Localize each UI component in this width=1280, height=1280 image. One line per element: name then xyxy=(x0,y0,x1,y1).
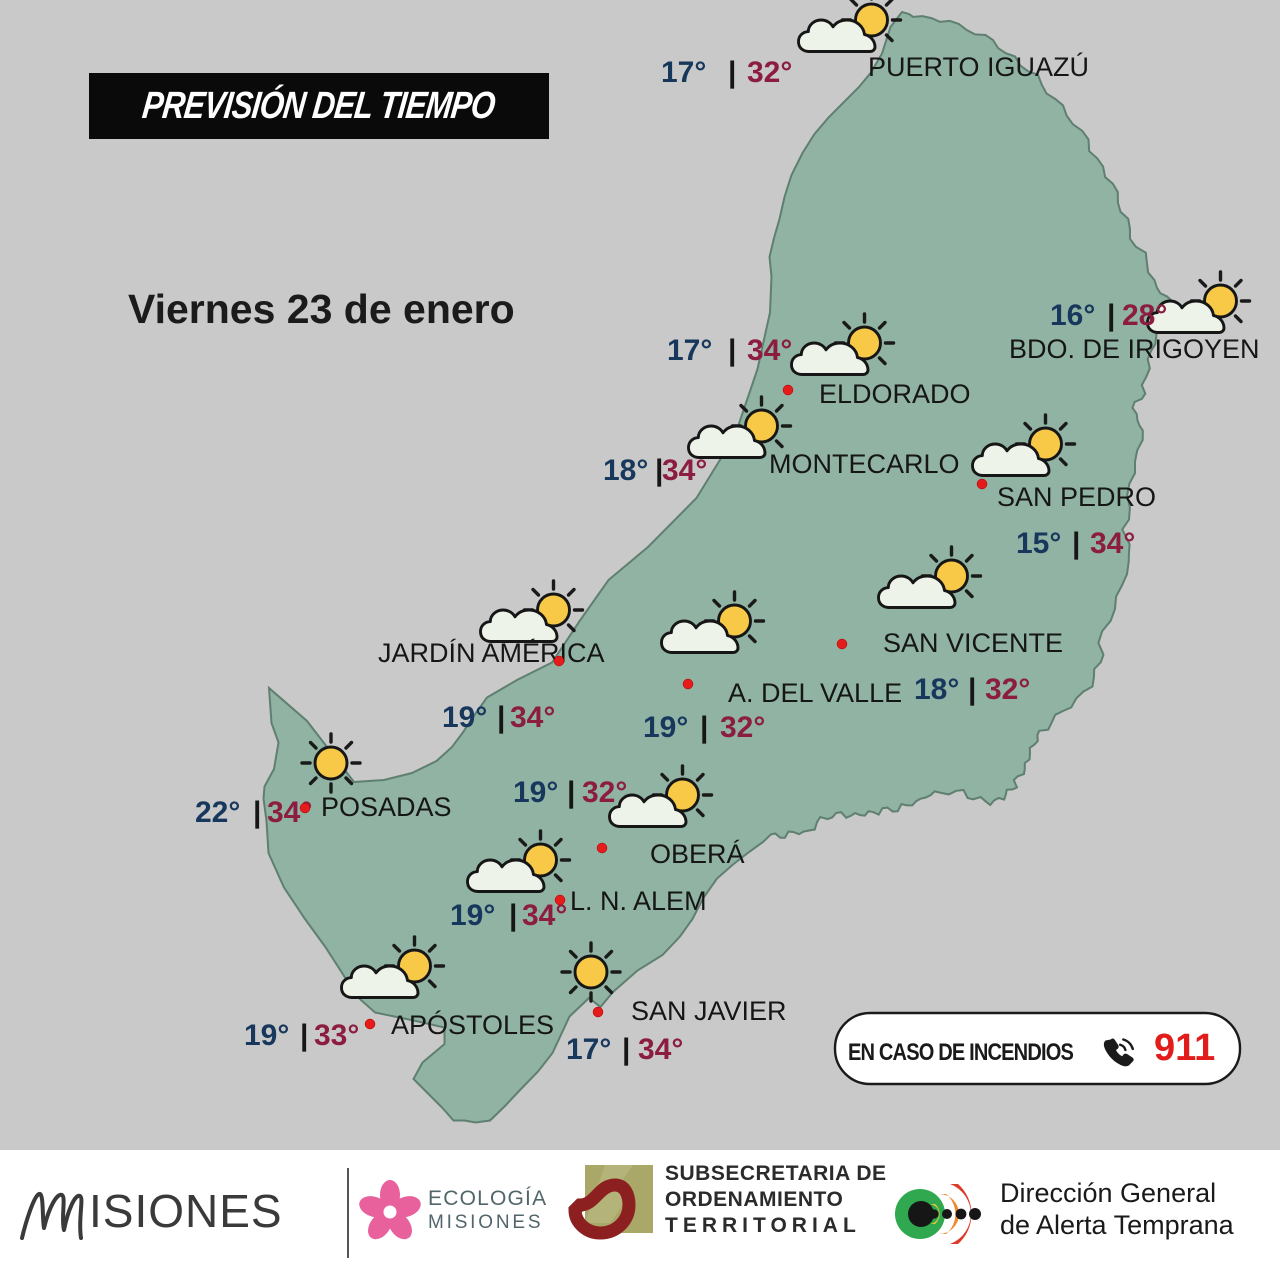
svg-text:ORDENAMIENTO: ORDENAMIENTO xyxy=(665,1188,843,1211)
svg-text:EN CASO DE INCENDIOS: EN CASO DE INCENDIOS xyxy=(848,1039,1074,1066)
svg-text:ECOLOGÍA: ECOLOGÍA xyxy=(428,1187,547,1210)
svg-text:Dirección General: Dirección General xyxy=(1000,1178,1216,1208)
svg-text:ISIONES: ISIONES xyxy=(89,1185,283,1237)
svg-text:MISIONES: MISIONES xyxy=(428,1212,543,1233)
svg-text:TERRITORIAL: TERRITORIAL xyxy=(665,1214,861,1237)
svg-text:911: 911 xyxy=(1154,1027,1215,1069)
svg-text:SUBSECRETARIA DE: SUBSECRETARIA DE xyxy=(665,1162,887,1185)
svg-text:de Alerta Temprana: de Alerta Temprana xyxy=(1000,1210,1235,1240)
